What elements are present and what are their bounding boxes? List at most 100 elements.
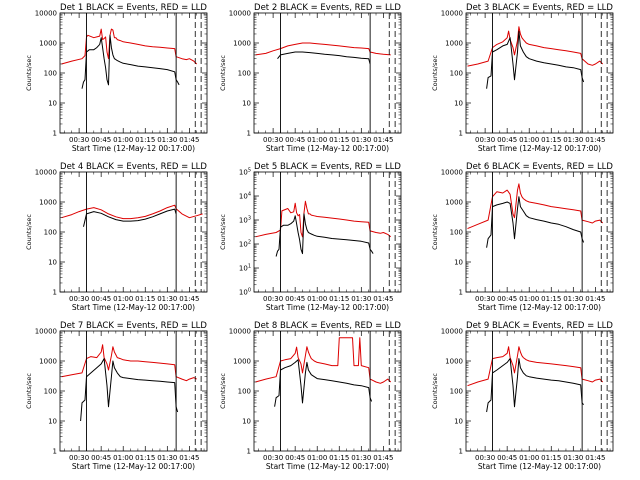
x-tick-label: 01:00 [519,136,539,144]
detector-panel: Det 4 BLACK = Events, RED = LLD 1 10 100 100… [25,162,207,312]
events-series-line [274,359,373,407]
panel-title: Det 9 BLACK = Events, RED = LLD [466,321,613,331]
x-tick-label: 01:45 [585,136,605,144]
x-tick-label: 01:15 [135,295,155,303]
x-tick-label: 00:30 [69,454,89,462]
x-tick-label: 01:45 [585,454,605,462]
plot-frame [465,330,614,452]
x-tick-label: 01:45 [179,454,199,462]
x-tick-label: 00:30 [69,295,89,303]
plot-frame [59,330,208,452]
x-tick-label: 01:00 [519,454,539,462]
x-tick-label: 01:15 [329,454,349,462]
x-tick-label: 00:45 [285,295,305,303]
x-tick-label: 00:45 [497,136,517,144]
panel-title: Det 7 BLACK = Events, RED = LLD [60,321,207,331]
y-tick-label: 1000 [445,40,463,48]
plot-frame [59,12,208,134]
x-axis-title: Start Time (12-May-12 00:17:00) [72,144,195,153]
x-tick-label: 01:30 [351,454,371,462]
y-tick-label: 100 [44,70,57,78]
y-tick-label: 1000 [445,358,463,366]
x-tick-label: 01:30 [157,454,177,462]
x-tick-label: 01:30 [563,295,583,303]
y-axis-title: Counts/sec [25,55,33,91]
panel-title: Det 5 BLACK = Events, RED = LLD [254,162,401,172]
plot-frame [253,330,402,452]
y-axis-title: Counts/sec [431,55,439,91]
lld-series-line [61,28,198,65]
y-tick-label: 10000 [229,10,251,18]
y-tick-label: 1000 [39,358,57,366]
y-tick-label: 10 [48,100,57,108]
events-series-line [486,358,584,413]
y-tick-label: 1 [459,130,463,138]
detector-panel: Det 2 BLACK = Events, RED = LLD 1 10 100 100… [219,3,401,153]
y-tick-label: 10000 [35,328,57,336]
detector-panel: Det 7 BLACK = Events, RED = LLD 1 10 100 100… [25,321,207,471]
y-tick-label: 1 [53,289,57,297]
y-tick-label: 1000 [39,199,57,207]
y-tick-label: 1 [247,130,251,138]
x-tick-label: 01:15 [135,454,155,462]
y-tick-label: 1000 [39,40,57,48]
events-series-line [80,358,179,422]
x-tick-label: 01:30 [563,136,583,144]
x-tick-label: 01:45 [373,136,393,144]
x-tick-label: 01:30 [157,136,177,144]
y-axis-title: Counts/sec [25,214,33,250]
x-tick-label: 01:15 [541,136,561,144]
x-axis-title: Start Time (12-May-12 00:17:00) [478,303,601,312]
y-tick-label: 10 [48,259,57,267]
events-series-line [81,34,180,89]
x-tick-label: 01:00 [113,136,133,144]
detector-panel: Det 8 BLACK = Events, RED = LLD 1 10 100 100… [219,321,401,471]
y-tick-label: 10000 [35,169,57,177]
plot-frame [465,12,614,134]
x-tick-label: 01:30 [563,454,583,462]
detector-panel: Det 6 BLACK = Events, RED = LLD 1 10 100 100… [431,162,613,312]
lld-series-line [255,337,392,384]
y-tick-label: 105 [239,168,251,177]
x-tick-label: 01:15 [541,295,561,303]
events-series-line [277,51,371,65]
x-tick-label: 00:45 [497,295,517,303]
y-tick-label: 10000 [441,169,463,177]
y-tick-label: 100 [44,229,57,237]
x-tick-label: 01:15 [329,136,349,144]
events-series-line [83,208,177,227]
y-tick-label: 10000 [441,328,463,336]
panel-title: Det 1 BLACK = Events, RED = LLD [60,3,207,13]
y-axis-title: Counts/sec [431,373,439,409]
x-tick-label: 01:45 [373,295,393,303]
y-axis-title: Counts/sec [431,214,439,250]
events-series-line [275,213,374,257]
y-tick-label: 10000 [441,10,463,18]
y-tick-label: 10000 [229,328,251,336]
y-axis-title: Counts/sec [219,373,227,409]
x-tick-label: 01:15 [135,136,155,144]
x-tick-label: 00:30 [475,136,495,144]
x-axis-title: Start Time (12-May-12 00:17:00) [72,462,195,471]
x-tick-label: 01:45 [585,295,605,303]
x-tick-label: 00:45 [91,454,111,462]
x-axis-title: Start Time (12-May-12 00:17:00) [478,144,601,153]
x-tick-label: 01:00 [113,295,133,303]
y-tick-label: 1 [53,130,57,138]
y-tick-label: 104 [239,192,251,201]
y-tick-label: 10 [48,418,57,426]
x-axis-title: Start Time (12-May-12 00:17:00) [72,303,195,312]
y-tick-label: 101 [239,264,251,273]
y-tick-label: 10 [242,100,251,108]
x-tick-label: 01:15 [329,295,349,303]
plot-frame [253,171,402,293]
y-tick-label: 103 [239,216,251,225]
x-tick-label: 00:45 [91,295,111,303]
lld-series-line [255,200,392,238]
y-tick-label: 1 [459,289,463,297]
y-tick-label: 10 [454,259,463,267]
panel-title: Det 3 BLACK = Events, RED = LLD [466,3,613,13]
x-tick-label: 00:30 [263,136,283,144]
y-tick-label: 1 [459,448,463,456]
x-tick-label: 01:30 [351,295,371,303]
